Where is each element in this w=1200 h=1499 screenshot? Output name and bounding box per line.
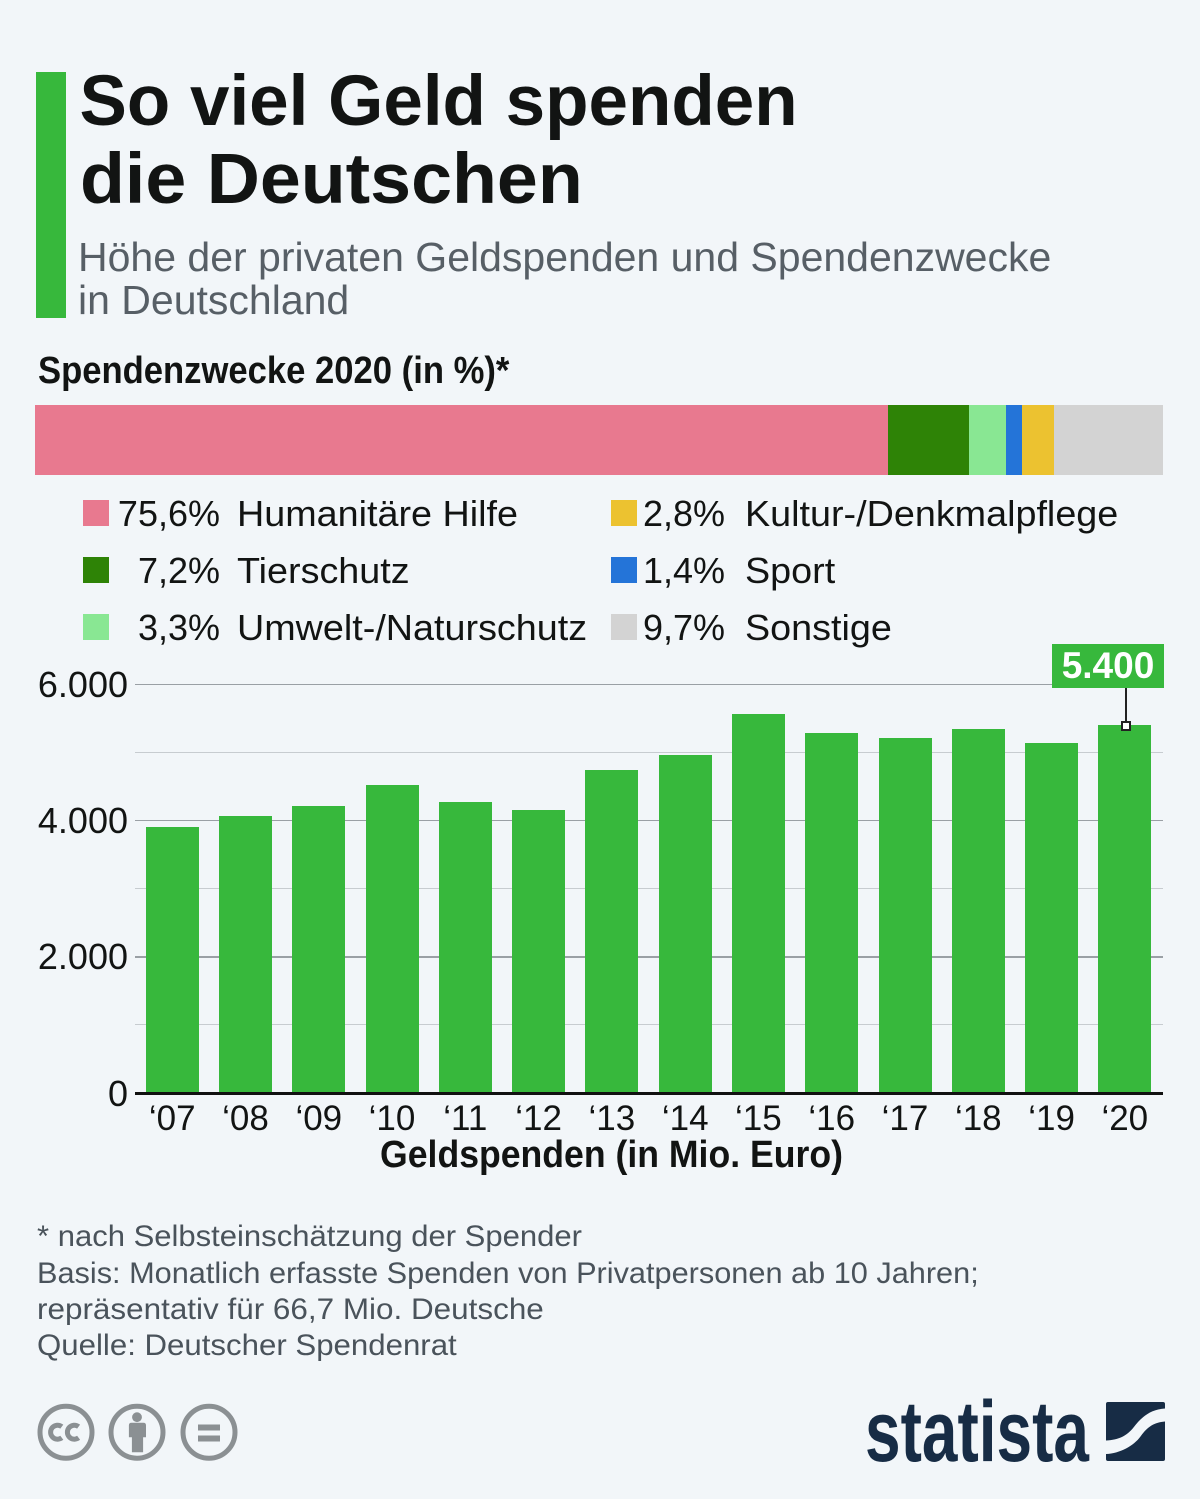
svg-text:statista: statista — [865, 1395, 1090, 1467]
